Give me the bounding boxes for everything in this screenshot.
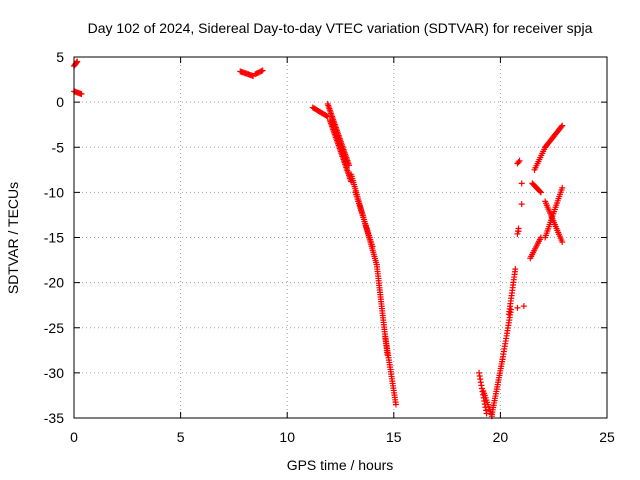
y-tick-label: -5 <box>52 139 65 155</box>
y-tick-labels: -35 -30 -25 -20 -15 -10 -5 0 5 <box>44 49 64 426</box>
y-tick-label: -25 <box>44 320 64 336</box>
axis-ticks <box>73 56 608 419</box>
data-point <box>369 243 376 250</box>
data-point <box>73 59 80 66</box>
x-tick-label: 10 <box>279 429 295 445</box>
data-point <box>516 157 523 164</box>
x-tick-label: 25 <box>599 429 615 445</box>
data-point <box>259 67 266 74</box>
data-point <box>74 58 81 65</box>
x-tick-labels: 0 5 10 15 20 25 <box>70 429 615 445</box>
y-tick-label: -15 <box>44 230 64 246</box>
data-point <box>515 228 522 235</box>
y-tick-label: -20 <box>44 275 64 291</box>
data-points <box>71 58 566 420</box>
chart-title: Day 102 of 2024, Sidereal Day-to-day VTE… <box>88 20 593 36</box>
data-point <box>392 401 399 408</box>
data-point <box>323 112 330 119</box>
data-point <box>512 266 519 273</box>
y-tick-label: -10 <box>44 184 64 200</box>
y-tick-label: -30 <box>44 365 64 381</box>
x-axis-title: GPS time / hours <box>287 457 394 473</box>
data-point <box>537 189 544 196</box>
data-point <box>515 159 522 166</box>
y-tick-label: 0 <box>56 94 64 110</box>
data-point <box>78 91 85 98</box>
data-point <box>558 123 565 130</box>
data-point <box>514 304 521 311</box>
x-tick-label: 15 <box>386 429 402 445</box>
y-axis-title: SDTVAR / TECUs <box>5 182 21 294</box>
y-tick-label: 5 <box>56 49 64 65</box>
x-tick-label: 0 <box>70 429 78 445</box>
data-point <box>559 184 566 191</box>
grid-lines <box>74 57 607 418</box>
data-point <box>518 180 525 187</box>
data-point <box>559 239 566 246</box>
data-point <box>536 188 543 195</box>
data-point <box>559 122 566 129</box>
data-point <box>520 303 527 310</box>
data-point <box>258 68 265 75</box>
y-tick-label: -35 <box>44 410 64 426</box>
x-tick-label: 5 <box>177 429 185 445</box>
x-tick-label: 20 <box>493 429 509 445</box>
data-point <box>518 201 525 208</box>
